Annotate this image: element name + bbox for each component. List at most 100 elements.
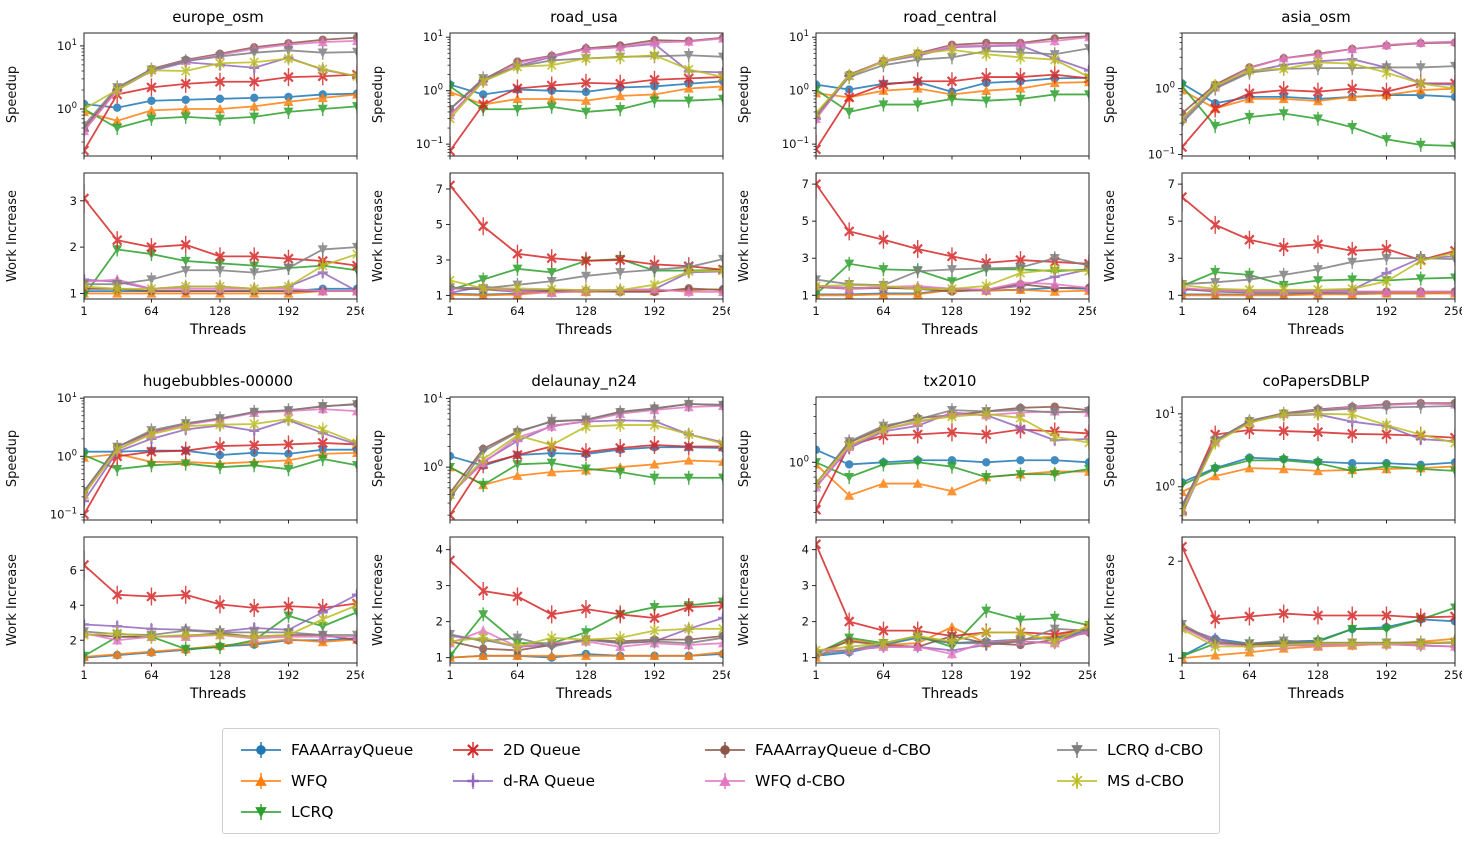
legend-item-d-ra-queue: d-RA Queue (451, 770, 703, 792)
speedup-plot: Speedup 10−1 100 101 (737, 29, 1090, 160)
svg-text:128: 128 (941, 668, 963, 682)
svg-text:101: 101 (423, 29, 443, 44)
speedup-chart: Speedup 100 101 (366, 390, 732, 524)
svg-text:128: 128 (209, 668, 231, 682)
svg-text:128: 128 (941, 304, 963, 318)
svg-text:Work Increase: Work Increase (737, 190, 752, 282)
svg-text:128: 128 (209, 304, 231, 318)
work-increase-plot: Work Increase 1 64 128 192 256 2 4 6 (5, 536, 368, 682)
d-ra-queue-marker-icon (453, 773, 493, 789)
svg-text:192: 192 (1010, 668, 1032, 682)
legend-label: FAAArrayQueue d-CBO (755, 741, 931, 759)
svg-text:Speedup: Speedup (371, 430, 386, 487)
svg-text:1: 1 (80, 668, 87, 682)
panel-title: delaunay_n24 (531, 372, 637, 390)
svg-text:1: 1 (80, 304, 87, 318)
work-increase-chart: Work Increase 1 64 128 192 256 1 3 5 7 (732, 168, 1100, 322)
work-increase-chart: Work Increase 1 64 128 192 256 1 3 5 7 (366, 168, 734, 322)
series-lcrq (816, 455, 1089, 485)
panel-road-usa: road_usa Speedup 10−1 100 101 Work Increase… (366, 6, 734, 340)
svg-text:100: 100 (57, 101, 77, 116)
wfq-d-cbo-marker-icon (705, 773, 745, 789)
series-ms-d-cbo (450, 418, 723, 502)
work-increase-chart: Work Increase 1 64 128 192 256 1 2 3 (0, 168, 368, 322)
series-ms-d-cbo (1182, 55, 1455, 126)
series-2d-queue (450, 68, 723, 156)
svg-text:101: 101 (789, 29, 809, 44)
panel-title: coPapersDBLP (1262, 372, 1370, 390)
panel-asia-osm: asia_osm Speedup 10−1 100 Work Increase 1 64… (1098, 6, 1465, 340)
panel-title: hugebubbles-00000 (142, 372, 294, 390)
svg-text:7: 7 (1168, 177, 1175, 191)
svg-text:64: 64 (144, 304, 159, 318)
svg-text:1: 1 (802, 651, 809, 665)
svg-text:2: 2 (1168, 554, 1175, 568)
work-increase-plot: Work Increase 1 64 128 192 256 1 2 (1103, 536, 1465, 682)
svg-text:2: 2 (802, 615, 809, 629)
svg-text:Work Increase: Work Increase (5, 554, 20, 646)
svg-text:64: 64 (510, 668, 525, 682)
legend-column: FAAArrayQueue WFQ LCRQ (239, 739, 451, 823)
svg-text:3: 3 (802, 251, 809, 265)
series-faaarrayqueue (84, 89, 357, 112)
x-axis-label: Threads (921, 322, 979, 338)
series-2d-queue (816, 65, 1089, 156)
panel-copapersdblp: coPapersDBLP Speedup 100 101 Work Increase… (1098, 370, 1465, 704)
svg-text:64: 64 (1242, 304, 1257, 318)
svg-text:3: 3 (802, 579, 809, 593)
svg-text:256: 256 (712, 668, 730, 682)
lcrq-d-cbo-marker-icon (1057, 742, 1097, 758)
svg-text:64: 64 (876, 668, 891, 682)
work-increase-plot: Work Increase 1 64 128 192 256 1 3 5 7 (1103, 172, 1465, 318)
svg-text:1: 1 (436, 651, 443, 665)
series-ms-d-cbo (1182, 406, 1455, 520)
speedup-chart: Speedup 10−1 100 101 (0, 390, 366, 524)
speedup-plot: Speedup 10−1 100 101 (371, 29, 724, 160)
svg-text:128: 128 (575, 304, 597, 318)
series-lcrq (450, 455, 723, 492)
series-ms-d-cbo (816, 262, 1089, 296)
svg-text:1: 1 (812, 668, 819, 682)
svg-text:2: 2 (436, 615, 443, 629)
legend-label: LCRQ d-CBO (1107, 741, 1204, 759)
svg-text:Work Increase: Work Increase (5, 190, 20, 282)
svg-text:Speedup: Speedup (371, 66, 386, 123)
legend-item-lcrq-d-cbo: LCRQ d-CBO (1055, 739, 1203, 761)
svg-text:10−1: 10−1 (782, 136, 809, 151)
work-increase-plot: Work Increase 1 64 128 192 256 1 3 5 7 (737, 172, 1100, 318)
x-axis-label: Threads (555, 322, 613, 338)
speedup-chart: Speedup 100 101 (0, 28, 366, 160)
panel-title: asia_osm (1281, 8, 1351, 26)
svg-text:256: 256 (1444, 304, 1462, 318)
svg-text:256: 256 (1078, 304, 1096, 318)
faaarrayqueue-d-cbo-marker-icon (705, 742, 745, 758)
speedup-plot: Speedup 100 101 (371, 390, 724, 524)
svg-text:2: 2 (70, 633, 77, 647)
legend-item-2d-queue: 2D Queue (451, 739, 703, 761)
svg-text:10−1: 10−1 (1148, 147, 1175, 160)
svg-text:Speedup: Speedup (1103, 66, 1118, 123)
wfq-marker-icon (241, 773, 281, 789)
svg-text:256: 256 (346, 304, 364, 318)
svg-text:100: 100 (423, 459, 443, 474)
legend-label: 2D Queue (503, 741, 581, 759)
svg-text:3: 3 (70, 194, 77, 208)
svg-text:4: 4 (436, 543, 443, 557)
svg-text:2: 2 (70, 240, 77, 254)
speedup-chart: Speedup 100 101 (1098, 392, 1464, 524)
series-ms-d-cbo (816, 618, 1089, 658)
series-ms-d-cbo (816, 42, 1089, 121)
svg-text:192: 192 (1010, 304, 1032, 318)
svg-text:Work Increase: Work Increase (1103, 190, 1118, 282)
legend-item-wfq-d-cbo: WFQ d-CBO (703, 770, 1055, 792)
svg-text:100: 100 (1155, 81, 1175, 96)
series-wfq (450, 647, 723, 662)
series-2d-queue (816, 173, 1089, 273)
panel-title: tx2010 (923, 372, 977, 390)
svg-text:101: 101 (1155, 406, 1175, 421)
svg-text:1: 1 (446, 304, 453, 318)
svg-text:1: 1 (1168, 651, 1175, 665)
svg-text:7: 7 (436, 182, 443, 196)
svg-text:192: 192 (1376, 668, 1398, 682)
work-increase-chart: Work Increase 1 64 128 192 256 1 3 5 7 (1098, 168, 1465, 322)
